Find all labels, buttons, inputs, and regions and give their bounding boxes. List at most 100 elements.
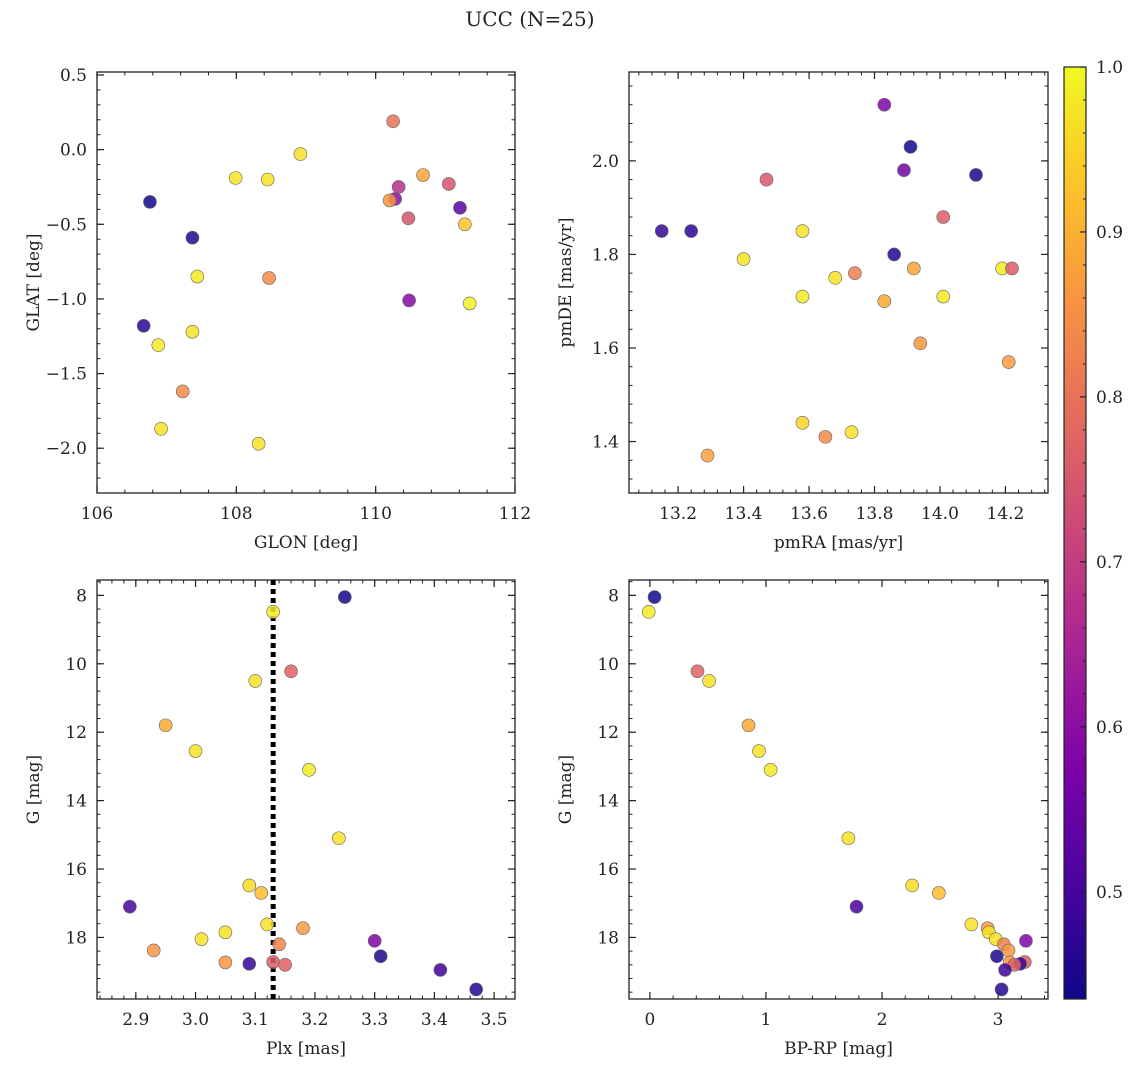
scatter-point — [741, 718, 756, 733]
scatter-point — [841, 831, 856, 846]
panel-pmra-pmde: 13.2 13.4 13.6 13.8 14.0 14.2 1.4 1.6 1.8 2.0 pmRA… — [556, 71, 1049, 553]
scatter-point — [367, 934, 382, 948]
scatter-point — [903, 140, 918, 154]
x-tick-label: 110 — [359, 504, 391, 524]
scatter-point — [936, 210, 951, 224]
y-tick-label: 12 — [65, 723, 87, 743]
plot-frame — [96, 579, 516, 1000]
scatter-point — [442, 177, 456, 191]
scatter-point — [700, 448, 715, 463]
x-tick-label: 3 — [993, 1010, 1004, 1030]
x-tick-label: 3.2 — [301, 1010, 328, 1030]
y-tick-label: 14 — [65, 792, 87, 812]
x-tick-label: 1 — [761, 1010, 772, 1030]
scatter-point — [998, 963, 1012, 977]
scatter-point — [684, 224, 698, 238]
x-tick-label: 0 — [644, 1010, 655, 1030]
scatter-point — [254, 886, 269, 900]
y-axis-label: G [mag] — [24, 755, 44, 824]
scatter-point — [278, 957, 292, 972]
x-tick-label: 108 — [220, 504, 252, 524]
y-tick-label: −2.0 — [46, 439, 87, 459]
colorbar-tick-label: 0.9 — [1096, 223, 1123, 243]
scatter-point — [190, 269, 205, 284]
x-tick-label: 106 — [81, 504, 113, 524]
scatter-point — [302, 763, 316, 777]
x-tick-label: 2.9 — [122, 1010, 149, 1030]
scatter-point — [332, 831, 346, 846]
scatter-point — [416, 168, 430, 182]
x-tick-label: 2 — [877, 1010, 888, 1030]
scatter-point — [913, 336, 928, 351]
scatter-point — [338, 590, 352, 604]
y-tick-label: −1.0 — [46, 290, 87, 310]
scatter-points — [641, 590, 1033, 997]
x-axis-label: Plx [mas] — [266, 1039, 346, 1059]
scatter-point — [641, 605, 656, 619]
x-axis-label: GLON [deg] — [254, 533, 358, 553]
scatter-point — [969, 168, 983, 182]
x-tick-label: 14.2 — [987, 504, 1025, 524]
scatter-point — [262, 271, 276, 285]
y-tick-label: 12 — [597, 723, 619, 743]
scatter-point — [702, 674, 716, 688]
scatter-point — [736, 252, 751, 266]
x-tick-label: 3.4 — [421, 1010, 448, 1030]
scatter-point — [905, 878, 920, 893]
y-tick-label: 0.0 — [60, 141, 87, 161]
y-tick-label: −1.5 — [46, 365, 87, 385]
y-axis-label: GLAT [deg] — [24, 233, 44, 331]
y-tick-label: 18 — [597, 928, 619, 948]
scatter-point — [272, 937, 286, 952]
y-tick-label: 8 — [76, 586, 87, 606]
scatter-point — [146, 943, 161, 958]
scatter-point — [828, 271, 843, 285]
y-axis-label: G [mag] — [556, 755, 576, 824]
scatter-point — [296, 921, 310, 935]
scatter-point — [266, 605, 280, 619]
scatter-point — [185, 324, 200, 339]
scatter-point — [382, 193, 397, 208]
x-tick-label: 13.6 — [790, 504, 828, 524]
scatter-points — [136, 114, 477, 451]
scatter-point — [185, 230, 200, 245]
scatter-points — [654, 97, 1019, 463]
scatter-point — [1005, 261, 1019, 276]
scatter-point — [818, 430, 833, 444]
colorbar: 0.5 0.6 0.7 0.8 0.9 1.0 — [1063, 58, 1123, 1000]
colorbar-tick-label: 0.8 — [1096, 388, 1123, 408]
y-tick-label: −0.5 — [46, 215, 87, 235]
scatter-point — [897, 163, 911, 178]
scatter-point — [877, 294, 892, 309]
scatter-point — [194, 932, 209, 946]
scatter-point — [964, 917, 979, 932]
scatter-point — [175, 384, 190, 399]
scatter-point — [373, 949, 388, 964]
scatter-point — [849, 899, 864, 914]
y-tick-label: 1.8 — [592, 245, 619, 265]
x-tick-label: 3.0 — [182, 1010, 209, 1030]
scatter-point — [151, 338, 166, 353]
scatter-point — [284, 664, 298, 679]
scatter-point — [906, 261, 921, 276]
scatter-point — [1019, 934, 1033, 948]
scatter-point — [994, 982, 1009, 997]
x-axis-label: BP-RP [mag] — [784, 1039, 893, 1059]
y-tick-label: 14 — [597, 792, 619, 812]
scatter-point — [647, 590, 662, 604]
x-tick-label: 13.4 — [725, 504, 763, 524]
y-tick-label: 0.5 — [60, 66, 87, 86]
scatter-point — [242, 956, 257, 971]
scatter-points — [123, 590, 483, 997]
x-tick-label: 3.1 — [242, 1010, 269, 1030]
scatter-point — [848, 266, 862, 280]
figure-title: UCC (N=25) — [465, 7, 594, 31]
scatter-point — [251, 436, 266, 451]
scatter-point — [386, 114, 400, 129]
scatter-point — [260, 917, 274, 932]
x-tick-label: 3.5 — [481, 1010, 508, 1030]
scatter-point — [136, 318, 151, 333]
